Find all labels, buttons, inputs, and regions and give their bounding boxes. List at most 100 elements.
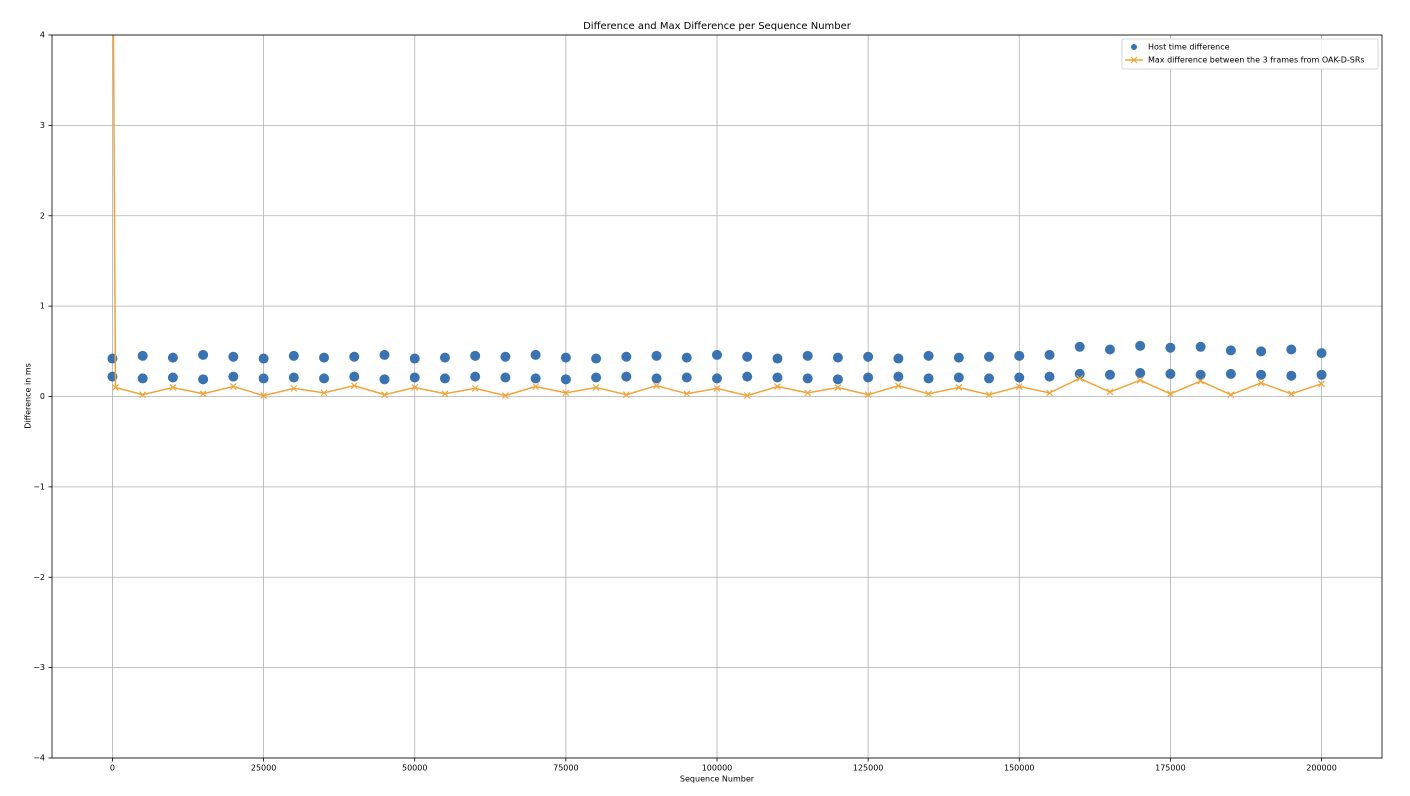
y-tick-label: 1 bbox=[40, 302, 45, 311]
scatter-point bbox=[984, 351, 995, 362]
marker bbox=[1287, 390, 1295, 398]
scatter-point bbox=[1074, 368, 1085, 379]
marker bbox=[774, 383, 781, 390]
marker bbox=[713, 384, 721, 392]
x-tick-label: 75000 bbox=[553, 764, 578, 773]
scatter-point bbox=[621, 351, 632, 362]
scatter-point bbox=[1256, 369, 1267, 380]
marker bbox=[381, 391, 388, 399]
y-axis-label: Difference in ms bbox=[24, 363, 33, 429]
marker bbox=[955, 384, 963, 391]
x-tick-label: 100000 bbox=[702, 764, 733, 773]
marker bbox=[532, 383, 540, 390]
scatter-point bbox=[863, 372, 874, 383]
marker bbox=[834, 384, 842, 391]
marker bbox=[743, 392, 751, 400]
scatter-point bbox=[319, 352, 330, 363]
marker bbox=[290, 384, 298, 392]
scatter-point bbox=[681, 372, 692, 383]
scatter-point bbox=[832, 352, 843, 363]
scatter-point bbox=[228, 371, 239, 382]
scatter-point bbox=[439, 352, 450, 363]
marker bbox=[1257, 379, 1265, 387]
x-axis-label: Sequence Number bbox=[680, 775, 755, 784]
scatter-point bbox=[712, 349, 722, 360]
marker bbox=[592, 384, 600, 391]
marker bbox=[653, 382, 660, 390]
scatter-point bbox=[137, 373, 148, 384]
marker bbox=[1136, 376, 1144, 384]
scatter-point bbox=[651, 350, 662, 361]
scatter-point bbox=[409, 353, 420, 364]
marker bbox=[1076, 375, 1084, 382]
scatter-point bbox=[621, 371, 632, 382]
marker bbox=[1015, 383, 1023, 390]
scatter-point bbox=[953, 352, 964, 363]
scatter-point bbox=[1195, 341, 1206, 352]
scatter-point bbox=[1286, 344, 1297, 355]
x-tick-label: 175000 bbox=[1155, 764, 1186, 773]
scatter-point bbox=[1044, 349, 1055, 360]
scatter-point bbox=[379, 349, 390, 360]
x-tick-label: 25000 bbox=[251, 764, 276, 773]
scatter-point bbox=[1225, 368, 1236, 379]
y-tick-label: 3 bbox=[40, 121, 45, 130]
scatter-point bbox=[530, 373, 541, 384]
marker bbox=[1166, 390, 1174, 398]
marker bbox=[441, 390, 449, 398]
marker bbox=[1046, 389, 1053, 397]
scatter-point bbox=[681, 352, 692, 363]
scatter-point bbox=[1014, 350, 1025, 361]
scatter-point bbox=[167, 372, 178, 383]
scatter-point bbox=[500, 351, 511, 362]
scatter-point bbox=[1104, 344, 1115, 355]
scatter-point bbox=[1256, 346, 1267, 357]
scatter-point bbox=[439, 373, 450, 384]
scatter-point bbox=[560, 352, 571, 363]
scatter-point bbox=[319, 373, 330, 384]
chart-title: Difference and Max Difference per Sequen… bbox=[583, 21, 852, 32]
scatter-point bbox=[591, 372, 602, 383]
y-tick-label: 2 bbox=[40, 211, 45, 220]
legend-label: Host time difference bbox=[1148, 43, 1230, 52]
marker bbox=[169, 384, 177, 391]
plot-area bbox=[107, 35, 1327, 400]
scatter-point bbox=[1104, 369, 1115, 380]
marker bbox=[350, 382, 358, 390]
marker bbox=[683, 390, 691, 398]
scatter-point bbox=[772, 353, 783, 364]
y-tick-label: 0 bbox=[40, 392, 45, 401]
x-tick-label: 200000 bbox=[1306, 764, 1337, 773]
axes: 0 25000 50000 75000 100000 125000 150000 175000… bbox=[33, 31, 1337, 773]
scatter-point bbox=[984, 373, 995, 384]
x-tick-label: 150000 bbox=[1004, 764, 1035, 773]
marker bbox=[985, 391, 993, 399]
scatter-point bbox=[470, 350, 481, 361]
marker bbox=[139, 391, 147, 399]
marker bbox=[471, 384, 479, 392]
scatter-point bbox=[470, 371, 481, 382]
scatter-point bbox=[1195, 369, 1206, 380]
marker bbox=[925, 390, 933, 398]
scatter-point bbox=[923, 350, 934, 361]
marker bbox=[1197, 377, 1205, 385]
scatter-point bbox=[228, 351, 239, 362]
scatter-point bbox=[923, 373, 934, 384]
scatter-point bbox=[1165, 368, 1176, 379]
scatter-point bbox=[893, 371, 904, 382]
scatter-point bbox=[530, 349, 541, 360]
scatter-point bbox=[1316, 369, 1327, 380]
scatter-point bbox=[591, 353, 602, 364]
scatter-point bbox=[560, 374, 571, 385]
scatter-point bbox=[1135, 340, 1146, 351]
scatter-point bbox=[1286, 370, 1297, 381]
grid bbox=[52, 34, 1382, 759]
marker bbox=[1106, 388, 1114, 396]
x-tick-label: 50000 bbox=[402, 764, 427, 773]
scatter-point bbox=[137, 350, 148, 361]
marker bbox=[320, 389, 328, 397]
scatter-point bbox=[953, 372, 964, 383]
marker bbox=[562, 389, 570, 397]
y-tick-label: −1 bbox=[33, 482, 45, 491]
